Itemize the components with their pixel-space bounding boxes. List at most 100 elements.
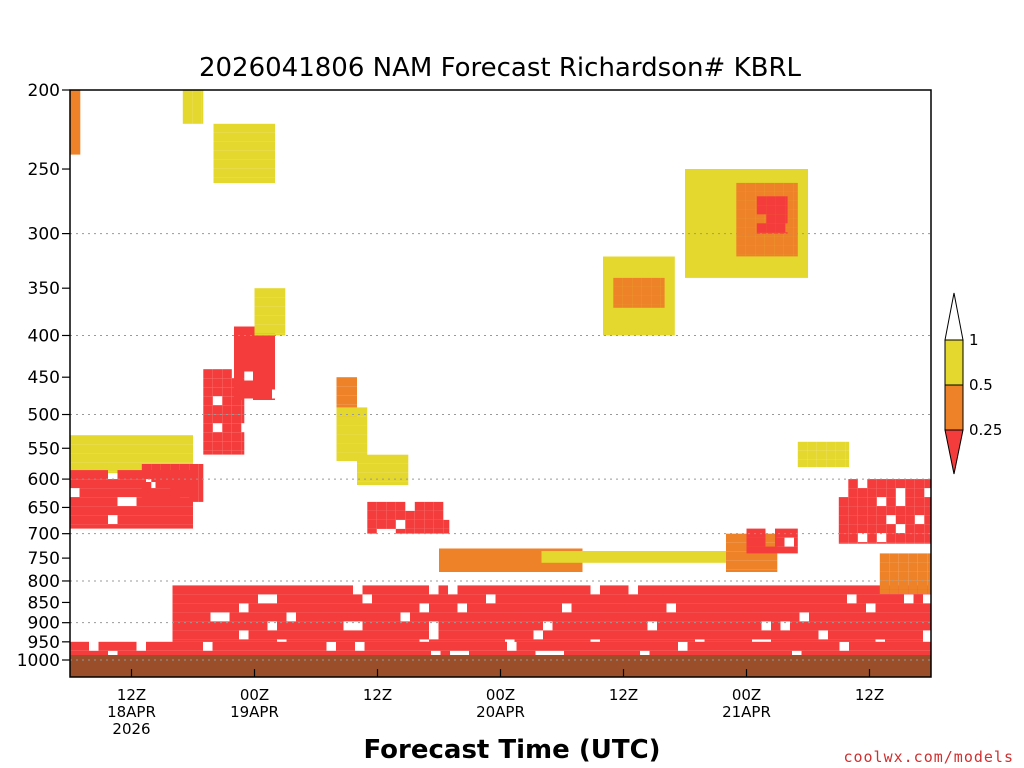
heatmap-cell — [603, 256, 613, 266]
heatmap-cell — [742, 630, 752, 640]
heatmap-cell — [856, 639, 866, 642]
heatmap-cell — [694, 250, 704, 259]
heatmap-cell — [603, 292, 613, 302]
heatmap-cell — [165, 453, 175, 463]
heatmap-cell — [467, 612, 477, 622]
heatmap-cell — [261, 150, 271, 160]
x-tick-label: 12Z — [855, 686, 884, 704]
heatmap-cell — [467, 585, 477, 595]
heatmap-cell — [222, 369, 232, 379]
heatmap-cell — [264, 333, 274, 336]
heatmap-cell — [780, 612, 790, 622]
heatmap-cell — [424, 510, 434, 520]
heatmap-cell — [117, 444, 127, 454]
heatmap-cell — [895, 506, 906, 516]
heatmap-cell — [98, 488, 108, 498]
heatmap-cell — [609, 594, 619, 604]
heatmap-cell — [669, 319, 675, 329]
heatmap-cell — [222, 423, 232, 433]
heatmap-cell — [780, 603, 790, 613]
heatmap-cell — [742, 603, 752, 613]
heatmap-cell — [448, 639, 458, 642]
heatmap-cell — [457, 585, 467, 595]
heatmap-cell — [243, 344, 253, 354]
heatmap-cell — [600, 594, 610, 604]
heatmap-cell — [336, 425, 346, 435]
heatmap-cell — [89, 506, 99, 516]
heatmap-cell — [283, 333, 286, 336]
heatmap-cell — [704, 250, 714, 259]
heatmap-cell — [793, 209, 798, 219]
heatmap-cell — [324, 585, 334, 595]
heatmap-cell — [847, 585, 857, 595]
heatmap-cell — [524, 566, 534, 572]
heatmap-cell — [650, 310, 660, 320]
heatmap-cell — [476, 612, 486, 622]
heatmap-cell — [746, 546, 756, 554]
heatmap-cell — [170, 464, 180, 473]
heatmap-cell — [253, 398, 263, 400]
heatmap-cell — [222, 378, 232, 388]
heatmap-cell — [79, 462, 89, 472]
heatmap-cell — [579, 560, 589, 563]
heatmap-cell — [733, 585, 743, 595]
heatmap-cell — [612, 319, 622, 329]
heatmap-cell — [886, 497, 896, 507]
heatmap-cell — [283, 324, 286, 334]
heatmap-cell — [241, 450, 245, 455]
heatmap-cell — [414, 510, 425, 520]
heatmap-cell — [799, 268, 808, 277]
heatmap-cell — [366, 481, 376, 485]
heatmap-cell — [809, 603, 819, 613]
heatmap-cell — [646, 551, 656, 560]
heatmap-cell — [904, 621, 914, 631]
heatmap-cell — [336, 434, 346, 444]
heatmap-cell — [732, 268, 742, 277]
heatmap-cell — [372, 639, 382, 642]
heatmap-cell — [541, 560, 551, 563]
heatmap-cell — [613, 295, 623, 305]
heatmap-cell — [405, 519, 415, 529]
heatmap-cell — [886, 533, 896, 543]
y-axis: 2002503003504004505005506006507007508008… — [17, 81, 70, 671]
heatmap-cell — [146, 453, 156, 463]
heatmap-cell — [837, 594, 847, 604]
heatmap-cell — [98, 470, 108, 480]
heatmap-cell — [619, 630, 629, 640]
heatmap-cell — [685, 612, 695, 622]
heatmap-cell — [385, 454, 395, 464]
heatmap-cell — [894, 594, 904, 604]
heatmap-cell — [448, 621, 458, 631]
heatmap-cell — [184, 641, 194, 651]
heatmap-cell — [524, 557, 534, 567]
heatmap-cell — [231, 405, 242, 415]
heatmap-cell — [533, 603, 543, 613]
heatmap-cell — [666, 630, 676, 640]
heatmap-cell — [410, 621, 420, 631]
heatmap-cell — [189, 491, 199, 500]
heatmap-cell — [876, 515, 887, 525]
heatmap-cell — [780, 178, 790, 187]
heatmap-cell — [638, 603, 648, 613]
heatmap-cell — [867, 542, 877, 544]
heatmap-cell — [756, 537, 766, 547]
heatmap-cell — [372, 603, 382, 613]
heatmap-cell — [660, 301, 670, 311]
heatmap-cell — [231, 432, 242, 442]
heatmap-cell — [239, 585, 249, 595]
heatmap-cell — [505, 621, 515, 631]
heatmap-cell — [251, 132, 261, 142]
heatmap-cell — [736, 209, 746, 219]
heatmap-cell — [346, 425, 356, 435]
heatmap-cell — [372, 612, 382, 622]
heatmap-cell — [598, 560, 608, 563]
heatmap-cell — [723, 277, 733, 278]
heatmap-cell — [784, 528, 794, 538]
heatmap-cell — [273, 297, 283, 307]
heatmap-cell — [694, 241, 704, 250]
heatmap-cell — [552, 630, 562, 640]
heatmap-cell — [262, 362, 272, 372]
heatmap-cell — [98, 444, 108, 454]
heatmap-cell — [286, 585, 296, 595]
